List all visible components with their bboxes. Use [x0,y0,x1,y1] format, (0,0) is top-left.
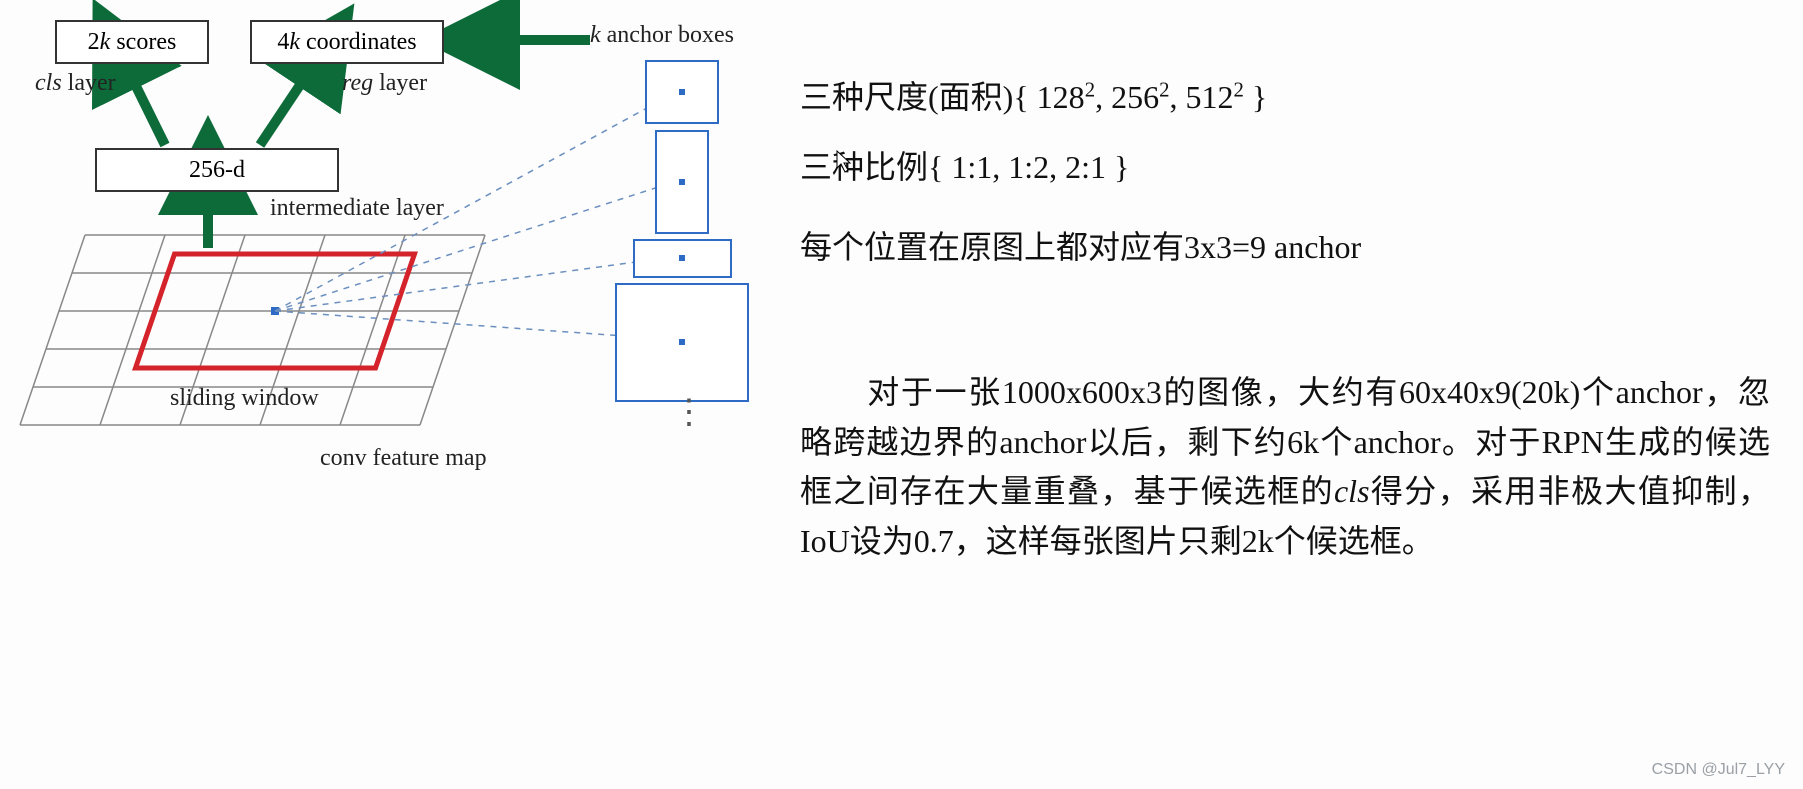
anchor-center-dot [679,255,685,261]
anchor-center-dot [679,89,685,95]
cls-layer-label: cls layer [35,70,116,97]
intermediate-label: intermediate layer [270,195,444,222]
anchor-center-dot [679,339,685,345]
anchor-box [633,239,732,278]
scales-line: 三种尺度(面积){ 1282, 2562, 5122 } [800,72,1267,118]
coords-text: 4k coordinates [277,29,416,56]
reg-layer-label: reg layer [342,70,427,97]
anchor-box [655,130,709,234]
anchor-center-dot [679,179,685,185]
scores-box: 2k scores [55,20,209,64]
feature-map-label: conv feature map [320,445,487,472]
anchors-per-pos-line: 每个位置在原图上都对应有3x3=9 anchor [800,222,1361,268]
vertical-dots-icon: ⋮ [672,408,706,418]
coords-box: 4k coordinates [250,20,444,64]
intermediate-box: 256-d [95,148,339,192]
watermark: CSDN @Jul7_LYY [1652,761,1785,779]
sliding-window-label: sliding window [170,385,319,412]
scores-text: 2k scores [88,29,177,56]
anchor-box [615,283,749,402]
cursor-icon [836,150,854,174]
anchor-box [645,60,719,124]
intermediate-text: 256-d [189,157,245,184]
explanation-paragraph: 对于一张1000x600x3的图像，大约有60x40x9(20k)个anchor… [800,368,1770,566]
k-anchor-label: k anchor boxes [590,22,734,49]
